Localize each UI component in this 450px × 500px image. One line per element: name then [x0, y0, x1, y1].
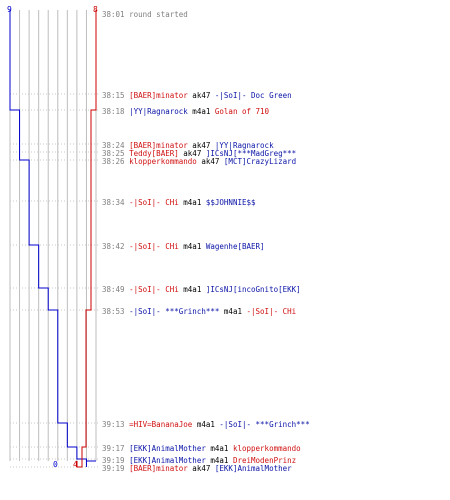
player-name: [BAER]minator [129, 141, 188, 150]
blue-start-score: 9 [7, 5, 12, 14]
event-weapon: m4a1 [178, 285, 206, 294]
event-weapon: m4a1 [192, 420, 220, 429]
event-time: 38:49 [102, 285, 125, 294]
event-time: 39:17 [102, 444, 125, 453]
player-name: ]ICsNJ[incoGnito[EKK] [205, 285, 301, 294]
player-name: =HIV=BananaJoe [129, 420, 193, 429]
event-time: 38:26 [102, 157, 125, 166]
kill-event-row: 39:13 =HIV=BananaJoe m4a1 -|SoI|- ***Gri… [102, 421, 310, 429]
player-name: |YY|Ragnarock [214, 141, 274, 150]
event-time: 39:19 [102, 456, 125, 465]
event-weapon: m4a1 [219, 307, 247, 316]
event-time: 39:13 [102, 420, 125, 429]
kill-event-row: 39:19 [EKK]AnimalMother m4a1 DreiModenPr… [102, 457, 296, 465]
kill-event-row: 38:24 [BAER]minator ak47 |YY|Ragnarock [102, 142, 274, 150]
red-team-score-line [76, 10, 97, 468]
kill-event-row: 38:18 |YY|Ragnarock m4a1 Golan of 710 [102, 108, 269, 116]
kill-event-row: 38:15 [BAER]minator ak47 -|SoI|- Doc Gre… [102, 92, 292, 100]
player-name: [BAER]minator [129, 91, 188, 100]
player-name: [EKK]AnimalMother [129, 456, 206, 465]
player-name: Golan of 710 [214, 107, 270, 116]
kill-event-row: 38:34 -|SoI|- CHi m4a1 $$JOHNNIE$$ [102, 199, 256, 207]
event-time: 38:18 [102, 107, 125, 116]
event-time: 38:34 [102, 198, 125, 207]
kill-event-row: 39:17 [EKK]AnimalMother m4a1 klopperkomm… [102, 445, 301, 453]
player-name: -|SoI|- CHi [129, 198, 179, 207]
player-name: klopperkommando [129, 157, 197, 166]
event-time: 39:19 [102, 464, 125, 473]
player-name: -|SoI|- ***Grinch*** [219, 420, 310, 429]
event-weapon: m4a1 [187, 107, 215, 116]
event-weapon: ak47 [187, 91, 215, 100]
event-message: round started [129, 10, 188, 19]
event-time: 38:01 [102, 10, 125, 19]
player-name: [EKK]AnimalMother [129, 444, 206, 453]
player-name: ]ICsNJ[***MadGreg*** [205, 149, 297, 158]
blue-team-score-line [9, 10, 96, 467]
event-time: 38:53 [102, 307, 125, 316]
player-name: -|SoI|- CHi [129, 242, 179, 251]
player-name: [EKK]AnimalMother [214, 464, 292, 473]
event-time: 38:24 [102, 141, 125, 150]
kill-event-row: 38:25 Teddy[BAER] ak47 ]ICsNJ[***MadGreg… [102, 150, 296, 158]
event-weapon: ak47 [178, 149, 206, 158]
player-name: -|SoI|- Doc Green [214, 91, 292, 100]
red-end-score: 4 [73, 460, 78, 469]
event-time: 38:42 [102, 242, 125, 251]
event-weapon: m4a1 [205, 444, 233, 453]
event-weapon: ak47 [196, 157, 224, 166]
player-name: Wagenhe[BAER] [205, 242, 265, 251]
player-name: -|SoI|- ***Grinch*** [129, 307, 220, 316]
kill-event-row: 38:49 -|SoI|- CHi m4a1 ]ICsNJ[incoGnito[… [102, 286, 301, 294]
event-weapon: m4a1 [178, 242, 206, 251]
event-time: 38:25 [102, 149, 125, 158]
kill-event-row: 38:26 klopperkommando ak47 [MCT]CrazyLiz… [102, 158, 296, 166]
red-start-score: 8 [93, 5, 98, 14]
blue-end-score: 0 [53, 460, 58, 469]
event-weapon: ak47 [187, 464, 215, 473]
kill-event-row: 39:19 [BAER]minator ak47 [EKK]AnimalMoth… [102, 465, 292, 473]
kill-event-row: 38:42 -|SoI|- CHi m4a1 Wagenhe[BAER] [102, 243, 265, 251]
event-weapon: m4a1 [205, 456, 233, 465]
player-name: klopperkommando [232, 444, 301, 453]
player-name: $$JOHNNIE$$ [205, 198, 256, 207]
player-name: DreiModenPrinz [232, 456, 297, 465]
player-name: -|SoI|- CHi [129, 285, 179, 294]
player-name: -|SoI|- CHi [246, 307, 297, 316]
round-start-row: 38:01 round started [102, 11, 188, 19]
player-name: [MCT]CrazyLizard [223, 157, 297, 166]
player-name: [BAER]minator [129, 464, 188, 473]
kill-event-row: 38:53 -|SoI|- ***Grinch*** m4a1 -|SoI|- … [102, 308, 296, 316]
event-weapon: m4a1 [178, 198, 206, 207]
player-name: Teddy[BAER] [129, 149, 179, 158]
event-time: 38:15 [102, 91, 125, 100]
event-weapon: ak47 [187, 141, 215, 150]
player-name: |YY|Ragnarock [129, 107, 188, 116]
